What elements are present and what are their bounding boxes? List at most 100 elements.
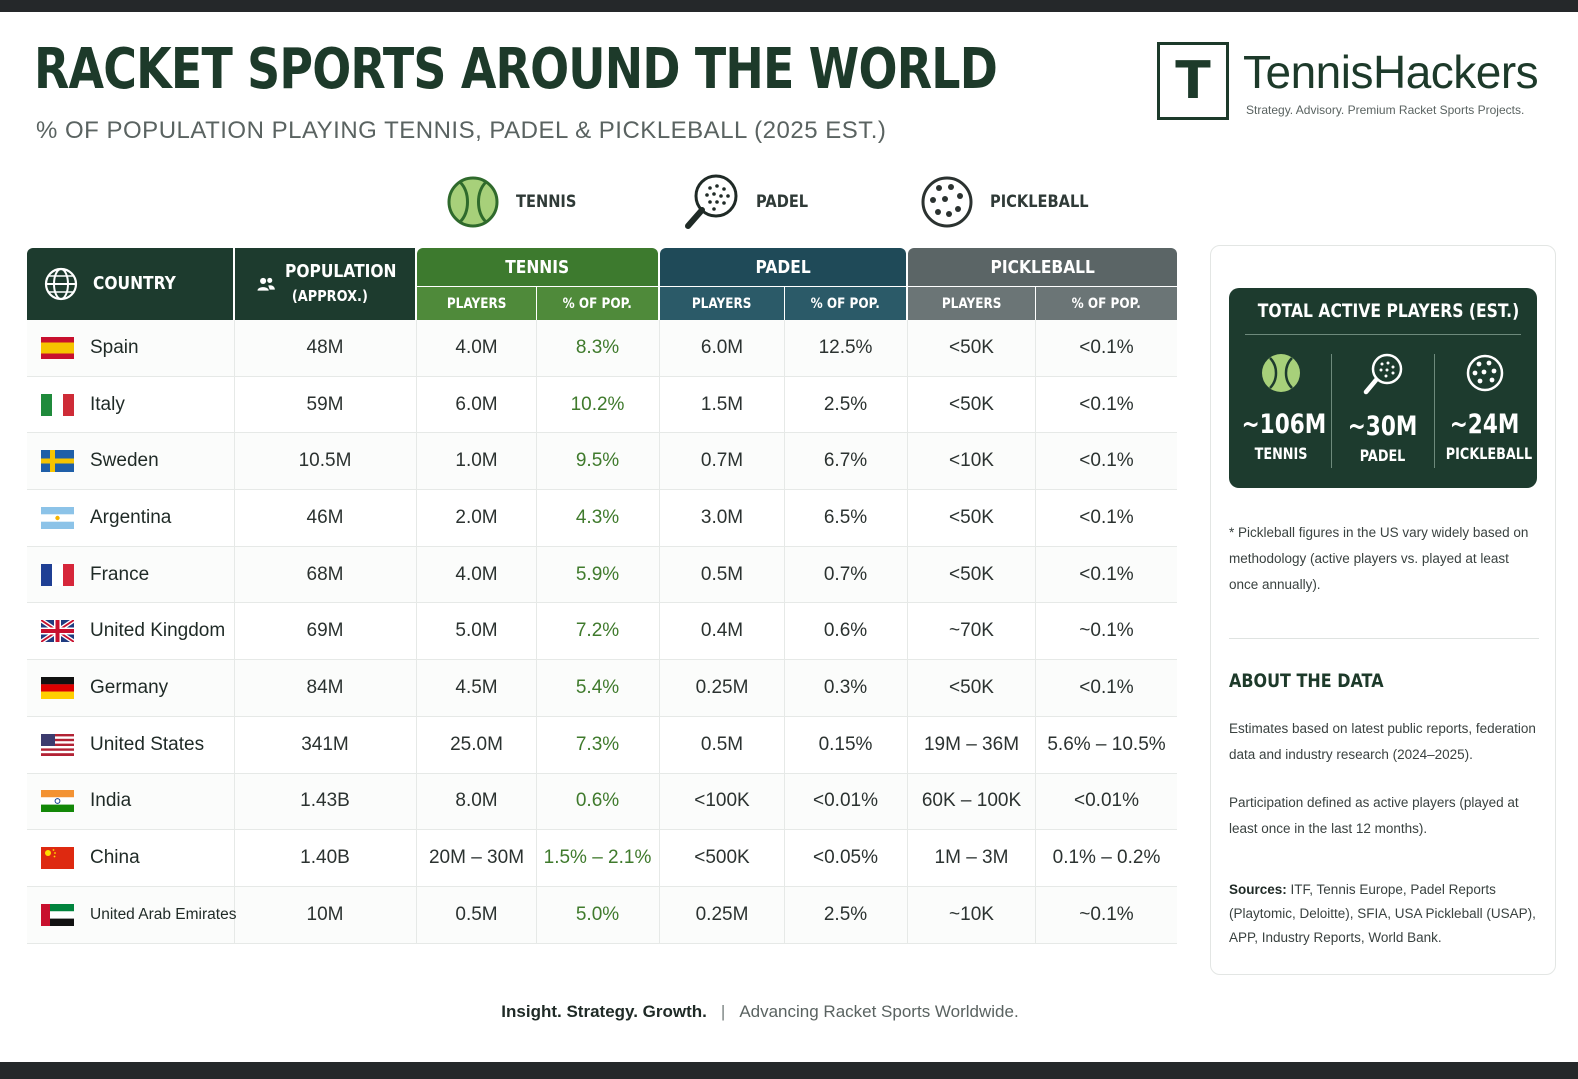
tennis-ball-icon	[1262, 354, 1300, 392]
column-divider	[536, 490, 537, 546]
header-group-pickleball: PICKLEBALL	[908, 248, 1177, 286]
table-body: Spain 48M 4.0M 8.3% 6.0M 12.5% <50K <0.1% Italy 5…	[27, 320, 1177, 944]
population-cell: 59M	[306, 393, 344, 415]
country-cell: India	[27, 774, 234, 830]
tennis-pct-cell: 10.2%	[570, 393, 625, 415]
tennis-players-cell: 0.5M	[455, 903, 498, 925]
page-subtitle: % OF POPULATION PLAYING TENNIS, PADEL & …	[36, 117, 887, 144]
country-name: United States	[90, 733, 205, 755]
column-divider	[659, 546, 660, 603]
tennis-ball-icon	[447, 176, 499, 228]
germany-flag-icon	[41, 676, 74, 699]
header-group-tennis: TENNIS	[417, 248, 658, 286]
padel-racket-icon	[685, 174, 738, 229]
padel-pct-cell: 0.15%	[818, 733, 873, 755]
population-cell: 341M	[301, 733, 349, 755]
column-divider	[536, 433, 537, 490]
padel-players-cell: 6.0M	[700, 336, 744, 358]
column-divider	[907, 546, 908, 603]
column-divider	[536, 773, 537, 830]
totals-pickleball: ~24M PICKLEBALL	[1435, 352, 1535, 463]
people-icon	[257, 277, 275, 291]
country-name: United Arab Emirates	[90, 905, 237, 923]
padel-pct-cell: <0.05%	[813, 847, 878, 869]
column-divider	[907, 376, 908, 433]
header-country-label: COUNTRY	[93, 273, 176, 294]
column-divider	[659, 320, 660, 376]
column-divider	[784, 660, 785, 716]
column-divider	[907, 660, 908, 716]
pickleball-pct-cell: <0.1%	[1079, 506, 1134, 528]
population-cell: 68M	[306, 563, 344, 585]
country-name: India	[90, 790, 132, 812]
population-cell: 84M	[306, 676, 344, 698]
country-cell: United Arab Emirates	[27, 887, 237, 943]
padel-pct-cell: <0.01%	[813, 790, 878, 812]
column-divider	[907, 490, 908, 546]
country-name: Sweden	[90, 450, 159, 472]
table-row: United States 341M 25.0M 7.3% 0.5M 0.15% 19M –…	[27, 716, 1177, 774]
pickleball-pct-cell: <0.1%	[1079, 393, 1134, 415]
usa-flag-icon	[41, 733, 74, 756]
about-paragraph-1: Estimates based on latest public reports…	[1229, 721, 1536, 762]
column-divider	[659, 773, 660, 830]
pickleball-players-cell: <50K	[949, 506, 994, 528]
padel-players-cell: 1.5M	[700, 393, 744, 415]
totals-tennis: ~106M TENNIS	[1231, 352, 1331, 463]
header-population-sub: (APPROX.)	[292, 287, 369, 305]
tennis-players-cell: 6.0M	[455, 393, 498, 415]
top-bar	[0, 0, 1578, 12]
padel-pct-cell: 0.3%	[823, 676, 868, 698]
column-divider	[536, 886, 537, 943]
pickleball-pct-cell: <0.01%	[1074, 790, 1139, 812]
column-divider	[1035, 773, 1036, 830]
brand-logo-icon: T	[1157, 42, 1229, 120]
column-divider	[234, 716, 235, 773]
footer-slogan: Insight. Strategy. Growth.	[501, 1002, 707, 1021]
totals-divider	[1245, 334, 1521, 335]
column-divider	[1035, 433, 1036, 490]
tennis-players-cell: 4.0M	[455, 336, 498, 358]
header-population: POPULATION (APPROX.)	[235, 248, 415, 320]
table-row: Germany 84M 4.5M 5.4% 0.25M 0.3% <50K <0.1%	[27, 660, 1177, 717]
tennis-pct-cell: 7.2%	[575, 620, 620, 642]
tennis-pct-cell: 4.3%	[575, 506, 620, 528]
column-divider	[416, 716, 417, 773]
column-divider	[234, 773, 235, 830]
column-divider	[234, 660, 235, 716]
bottom-bar	[0, 1062, 1578, 1079]
table-row: United Arab Emirates 10M 0.5M 5.0% 0.25M 2.5%…	[27, 886, 1177, 944]
column-divider	[416, 490, 417, 546]
country-name: Spain	[90, 336, 139, 358]
column-divider	[907, 716, 908, 773]
totals-title: TOTAL ACTIVE PLAYERS (EST.)	[1257, 300, 1520, 322]
column-divider	[536, 830, 537, 886]
column-divider	[907, 886, 908, 943]
totals-pickleball-label: PICKLEBALL	[1445, 444, 1533, 463]
tennis-players-cell: 20M – 30M	[428, 847, 525, 869]
population-cell: 10M	[306, 903, 344, 925]
column-divider	[907, 830, 908, 886]
country-name: Argentina	[90, 506, 172, 528]
table-row: China 1.40B 20M – 30M 1.5% – 2.1% <500K <0.05…	[27, 830, 1177, 887]
header-padel-pct: % OF POP.	[785, 287, 906, 320]
pickleball-players-cell: <50K	[949, 336, 994, 358]
column-divider	[784, 546, 785, 603]
china-flag-icon	[41, 847, 74, 870]
column-divider	[536, 660, 537, 716]
tennis-pct-cell: 1.5% – 2.1%	[543, 847, 652, 869]
pickleball-players-cell: 60K – 100K	[921, 790, 1022, 812]
country-cell: Argentina	[27, 490, 234, 546]
column-divider	[659, 660, 660, 716]
pickleball-players-cell: ~10K	[949, 903, 994, 925]
tennis-pct-cell: 9.5%	[575, 450, 620, 472]
spain-flag-icon	[41, 336, 74, 359]
column-divider	[784, 773, 785, 830]
padel-players-cell: 0.25M	[695, 903, 749, 925]
pickleball-note: * Pickleball figures in the US vary wide…	[1229, 525, 1529, 592]
column-divider	[234, 886, 235, 943]
panel-divider	[1229, 638, 1539, 639]
population-cell: 1.43B	[300, 790, 350, 812]
tennis-pct-cell: 0.6%	[575, 790, 620, 812]
footer: Insight. Strategy. Growth. | Advancing Rac…	[0, 1002, 1520, 1022]
